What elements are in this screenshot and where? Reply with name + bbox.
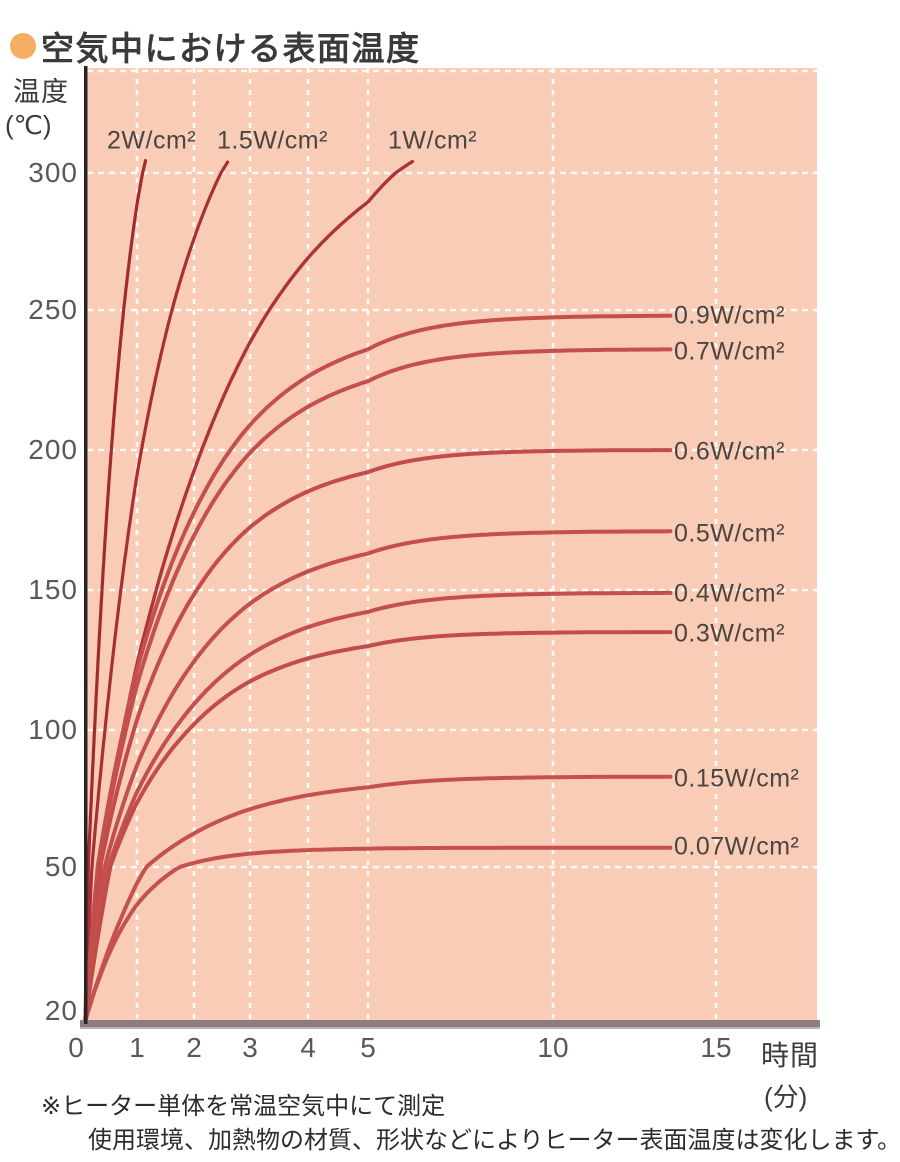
series-curve <box>83 347 673 1024</box>
y-tick-label: 200 <box>28 434 78 465</box>
y-tick-label: 100 <box>28 714 78 745</box>
y-axis-title: 温度 <box>13 77 69 107</box>
series-label: 0.5W/cm² <box>674 519 785 548</box>
x-tick-label: 3 <box>242 1032 258 1063</box>
y-axis-line <box>84 66 88 1024</box>
x-tick-label: 10 <box>537 1032 569 1063</box>
x-tick-label: 1 <box>129 1032 145 1063</box>
series-curve <box>83 774 673 1024</box>
series-curve <box>83 590 673 1024</box>
series-label: 0.7W/cm² <box>674 337 785 366</box>
y-tick-label: 250 <box>28 294 78 325</box>
y-tick-label: 20 <box>44 995 78 1026</box>
chart-header: 空気中における表面温度 <box>10 22 421 70</box>
x-axis-title: 時間 <box>761 1040 820 1071</box>
series-curve <box>83 845 673 1024</box>
series-label: 0.6W/cm² <box>674 437 785 466</box>
y-tick-label: 150 <box>28 574 78 605</box>
series-label: 1.5W/cm² <box>217 126 328 155</box>
y-axis-unit: (℃) <box>5 110 52 140</box>
plot-area <box>85 68 817 1024</box>
series-curve <box>83 448 673 1024</box>
y-tick-label: 300 <box>28 157 78 188</box>
series-label: 1W/cm² <box>388 126 478 155</box>
footnote-line-1: ※ヒーター単体を常温空気中にて測定 <box>41 1093 446 1120</box>
x-tick-label: 5 <box>360 1032 376 1063</box>
title-bullet-icon <box>10 33 36 59</box>
x-axis-line-edge <box>80 1027 820 1029</box>
x-axis-line <box>80 1020 820 1027</box>
series-curve <box>83 160 230 1024</box>
series-label: 2W/cm² <box>107 126 197 155</box>
series-label: 0.07W/cm² <box>674 832 800 861</box>
x-tick-label: 0 <box>68 1032 84 1063</box>
page-title: 空気中における表面温度 <box>41 30 421 67</box>
x-tick-label: 2 <box>186 1032 202 1063</box>
series-label: 0.3W/cm² <box>674 619 785 648</box>
series-curve <box>83 529 673 1024</box>
x-tick-label: 4 <box>300 1032 316 1063</box>
series-curve <box>83 159 148 1024</box>
x-tick-label: 15 <box>700 1032 732 1063</box>
series-label: 0.4W/cm² <box>674 579 785 608</box>
series-label: 0.9W/cm² <box>674 301 785 330</box>
x-axis-unit: (分) <box>764 1082 808 1112</box>
series-curve <box>83 630 673 1024</box>
y-tick-label: 50 <box>44 851 78 882</box>
series-label: 0.15W/cm² <box>674 764 800 793</box>
footnote-line-2: 使用環境、加熱物の材質、形状などによりヒーター表面温度は変化します。 <box>88 1127 900 1154</box>
series-curve <box>83 313 673 1024</box>
